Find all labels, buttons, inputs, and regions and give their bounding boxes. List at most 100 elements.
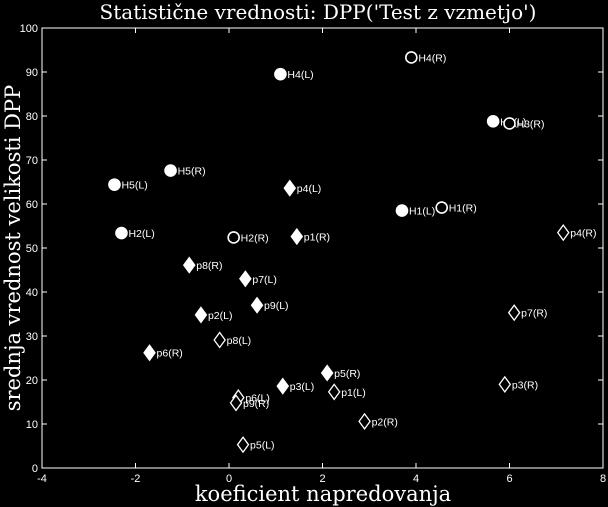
data-points: H4(L)H4(R)H3(L)H3(R)H5(L)H5(R)H1(L)H1(R)… bbox=[108, 51, 597, 454]
circle-marker bbox=[435, 201, 449, 214]
point-label: p4(R) bbox=[570, 228, 596, 240]
circle-marker bbox=[395, 204, 409, 217]
point-label: p1(L) bbox=[341, 387, 366, 399]
diamond-marker bbox=[327, 383, 341, 401]
x-axis-label: koeficient napredovanja bbox=[195, 482, 451, 506]
diamond-marker bbox=[143, 344, 156, 362]
x-tick-label: 2 bbox=[319, 473, 325, 485]
data-point: H3(R) bbox=[503, 117, 545, 130]
diamond-marker bbox=[358, 412, 371, 430]
point-label: p1(R) bbox=[304, 232, 330, 244]
x-tick-label: 8 bbox=[600, 473, 606, 485]
point-label: p6(L) bbox=[245, 393, 270, 405]
y-tick-label: 90 bbox=[26, 67, 38, 79]
data-point: H2(R) bbox=[227, 231, 269, 244]
data-point: p7(L) bbox=[239, 270, 277, 288]
point-label: H4(L) bbox=[287, 69, 313, 81]
point-label: p2(R) bbox=[372, 416, 398, 428]
data-point: H4(L) bbox=[274, 67, 314, 81]
x-axis: -4 -2 0 2 4 6 8 bbox=[37, 28, 606, 485]
chart-title: Statistične vrednosti: DPP('Test z vzmet… bbox=[100, 0, 537, 24]
diamond-marker bbox=[229, 394, 243, 412]
data-point: H1(L) bbox=[395, 204, 435, 218]
data-point: p9(L) bbox=[250, 296, 289, 314]
diamond-marker bbox=[194, 306, 208, 324]
circle-marker bbox=[115, 226, 128, 240]
point-label: p5(R) bbox=[334, 368, 360, 380]
point-label: p9(L) bbox=[264, 300, 289, 312]
circle-marker bbox=[108, 178, 121, 191]
y-tick-label: 0 bbox=[32, 463, 38, 475]
diamond-marker bbox=[556, 224, 570, 242]
data-point: p2(R) bbox=[358, 412, 398, 430]
point-label: p4(L) bbox=[297, 183, 322, 195]
data-point: p1(L) bbox=[327, 383, 366, 401]
x-tick-label: -2 bbox=[131, 473, 141, 485]
data-point: p3(L) bbox=[276, 377, 315, 395]
point-label: p3(L) bbox=[290, 381, 315, 393]
data-point: p6(R) bbox=[143, 344, 183, 362]
circle-marker bbox=[227, 231, 240, 244]
data-point: H5(R) bbox=[164, 164, 206, 178]
y-axis: 0 10 20 30 40 50 60 70 80 90 100 bbox=[20, 23, 603, 475]
diamond-marker bbox=[320, 364, 334, 382]
point-label: H2(L) bbox=[128, 228, 154, 240]
data-point: H1(R) bbox=[435, 201, 477, 215]
circle-marker bbox=[486, 114, 500, 128]
data-point: p1(R) bbox=[290, 227, 330, 246]
point-label: H1(R) bbox=[449, 203, 477, 215]
y-tick-label: 100 bbox=[20, 23, 38, 35]
data-point: p4(R) bbox=[556, 224, 597, 242]
point-label: H4(R) bbox=[418, 52, 446, 64]
data-point: p7(R) bbox=[507, 304, 547, 322]
y-tick-label: 20 bbox=[26, 375, 38, 387]
diamond-marker bbox=[507, 304, 521, 322]
data-point: p5(L) bbox=[236, 436, 275, 454]
diamond-marker bbox=[213, 331, 226, 349]
circle-marker bbox=[405, 51, 418, 64]
point-label: H5(L) bbox=[121, 180, 147, 192]
point-label: p7(L) bbox=[252, 274, 277, 286]
x-tick-label: 0 bbox=[226, 473, 232, 485]
data-point: p5(R) bbox=[320, 364, 360, 382]
data-point: p8(L) bbox=[213, 331, 252, 349]
diamond-marker bbox=[236, 436, 250, 454]
diamond-marker bbox=[283, 179, 297, 197]
y-tick-label: 60 bbox=[26, 199, 38, 211]
data-point: p3(R) bbox=[498, 375, 538, 393]
diamond-marker bbox=[182, 256, 196, 274]
data-point: p2(L) bbox=[194, 306, 233, 324]
data-point: H2(L) bbox=[115, 226, 155, 240]
data-point: p9(R) bbox=[229, 394, 269, 412]
diamond-marker bbox=[250, 296, 264, 314]
circle-marker bbox=[164, 164, 177, 177]
point-label: p8(R) bbox=[196, 260, 222, 272]
point-label: H1(L) bbox=[409, 206, 435, 218]
data-point: H4(R) bbox=[405, 51, 446, 64]
x-tick-label: -4 bbox=[37, 473, 47, 485]
data-point: H5(L) bbox=[108, 178, 148, 192]
y-tick-label: 10 bbox=[26, 419, 38, 431]
point-label: p5(L) bbox=[250, 440, 275, 452]
point-label: p3(R) bbox=[512, 379, 538, 391]
y-tick-label: 80 bbox=[26, 111, 38, 123]
x-tick-label: 6 bbox=[506, 473, 512, 485]
diamond-marker bbox=[498, 375, 512, 393]
circle-marker bbox=[274, 67, 287, 81]
point-label: p8(L) bbox=[227, 335, 252, 347]
point-label: p2(L) bbox=[208, 310, 233, 322]
point-label: H5(R) bbox=[178, 166, 206, 178]
y-tick-label: 30 bbox=[26, 331, 38, 343]
point-label: p6(R) bbox=[157, 348, 183, 360]
diamond-marker bbox=[290, 227, 304, 246]
y-tick-label: 40 bbox=[26, 287, 38, 299]
plot-frame bbox=[41, 27, 604, 469]
diamond-marker bbox=[239, 270, 252, 288]
point-label: H3(R) bbox=[517, 118, 545, 130]
data-point: p4(L) bbox=[283, 179, 322, 197]
point-label: H2(R) bbox=[241, 232, 269, 244]
point-label: p9(R) bbox=[243, 398, 269, 410]
point-label: p7(R) bbox=[521, 308, 547, 320]
y-axis-label: srednja vrednost velikosti DPP bbox=[1, 85, 25, 412]
